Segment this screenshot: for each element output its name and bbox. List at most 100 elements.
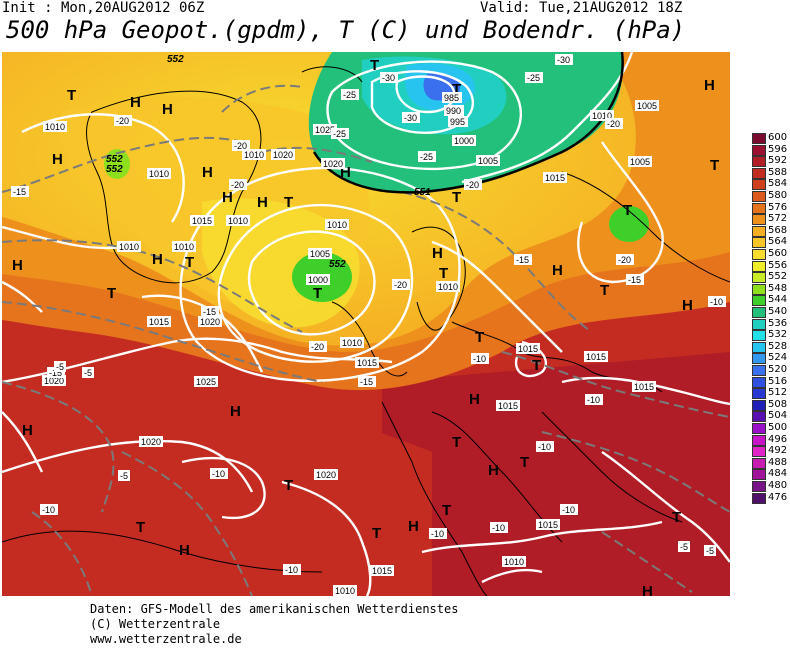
legend-swatch [752,191,766,202]
svg-text:1015: 1015 [634,382,654,392]
high-marker: H [408,518,419,535]
legend-label: 552 [768,271,788,283]
legend-swatch [752,156,766,168]
low-marker: T [672,509,681,526]
isotherm-label: -25 [525,72,543,83]
high-marker: H [257,194,268,211]
high-marker: H [432,245,443,262]
isobar-label: 1015 [147,316,171,327]
svg-text:1015: 1015 [192,216,212,226]
isotherm-label: -15 [47,367,65,378]
svg-text:1025: 1025 [196,377,216,387]
isotherm-label: -10 [283,564,301,575]
svg-text:1005: 1005 [310,249,330,259]
svg-text:-10: -10 [473,354,486,364]
legend-swatch [752,144,766,156]
svg-text:1010: 1010 [119,242,139,252]
low-marker: T [452,81,461,98]
map-canvas: T H H H H H H T H T T H H T T T H T T T … [2,52,730,596]
isotherm-label: -20 [114,115,132,126]
low-marker: T [107,285,116,302]
isotherm-label: -15 [626,274,644,285]
svg-text:985: 985 [444,93,459,103]
isobar-label: 990 [444,105,464,116]
contour-labels: 1010 1020 1025 1020 1015 1010 1010 1010 … [11,54,726,596]
svg-text:1015: 1015 [372,566,392,576]
svg-text:990: 990 [446,106,461,116]
isobar-label: 1015 [536,519,560,530]
legend-label: 572 [768,213,788,225]
high-marker: H [704,77,715,94]
isobar-label: 1010 [242,149,266,160]
isobar-label: 1010 [590,110,614,121]
high-marker: H [179,542,190,559]
legend-label: 528 [768,340,788,352]
high-marker: H [230,403,241,420]
legend-label: 560 [768,248,788,259]
svg-text:1025: 1025 [315,125,335,135]
greenland-cutoff [104,149,130,179]
init-time: Init : Mon,20AUG2012 06Z [2,0,205,16]
isobar-label: 1015 [584,351,608,362]
low-marker: T [67,87,76,104]
legend-label: 544 [768,294,788,306]
svg-text:1010: 1010 [174,242,194,252]
isobar-label: 1005 [476,155,500,166]
legend-swatch [752,225,766,237]
weather-map: T H H H H H H T H T T H H T T T H T T T … [2,52,730,596]
svg-text:-5: -5 [120,471,128,481]
isotherm-label: -20 [616,254,634,265]
low-marker: T [372,525,381,542]
isobar-label: 995 [448,116,468,127]
legend-swatch [752,237,766,249]
high-marker: H [52,151,63,168]
svg-text:-10: -10 [562,505,575,515]
isobar-label: 1010 [226,215,250,226]
legend-label: 496 [768,433,788,445]
svg-text:1000: 1000 [308,275,328,285]
legend-label: 588 [768,166,788,178]
high-marker: H [469,391,480,408]
legend-swatch [752,179,766,191]
svg-text:-25: -25 [343,90,356,100]
isobar-label: 1020 [314,469,338,480]
svg-text:-20: -20 [311,342,324,352]
svg-text:1020: 1020 [316,470,336,480]
isotherm-label: -20 [392,279,410,290]
header: Init : Mon,20AUG2012 06Z Valid: Tue,21AU… [0,0,790,20]
isobar-label: 1015 [543,172,567,183]
svg-text:-30: -30 [404,113,417,123]
geopot-label: 551 [414,187,431,198]
high-marker: H [12,257,23,274]
pressure-centers: T H H H H H H T H T T H H T T T H T T T … [12,57,719,596]
svg-text:-20: -20 [234,141,247,151]
legend-swatch [752,365,766,376]
legend-label: 488 [768,456,788,468]
svg-text:-10: -10 [431,529,444,539]
isobar-label: 1010 [147,168,171,179]
isotherm-label: -5 [704,545,716,556]
isobar-label: 1015 [370,565,394,576]
svg-text:-15: -15 [360,377,373,387]
svg-text:1020: 1020 [273,150,293,160]
isobar-label: 1000 [306,274,330,285]
svg-text:-15: -15 [516,255,529,265]
svg-text:-20: -20 [607,119,620,129]
legend-swatch [752,376,766,388]
svg-text:-25: -25 [527,73,540,83]
copyright: (C) Wetterzentrale [90,617,221,631]
isobar-label: 1020 [271,149,295,160]
high-marker: H [162,101,173,118]
isotherm-lines [2,84,730,596]
isotherm-label: -10 [536,441,554,452]
svg-text:-5: -5 [56,362,64,372]
svg-text:1015: 1015 [149,317,169,327]
legend-swatch [752,318,766,330]
website-link[interactable]: www.wetterzentrale.de [90,632,242,646]
isotherm-label: -10 [585,394,603,405]
svg-text:1005: 1005 [630,157,650,167]
isobar-label: 1015 [516,343,540,354]
high-marker: H [340,164,351,181]
isobar-label: 1020 [198,316,222,327]
legend-swatch [752,214,766,226]
